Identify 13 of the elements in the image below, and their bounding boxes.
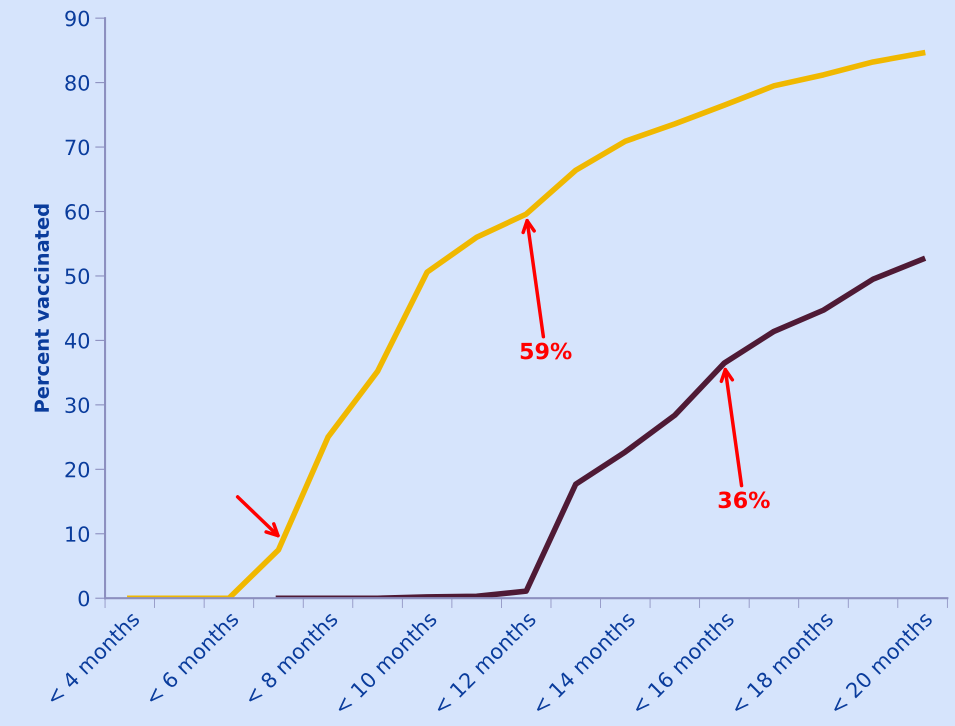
- y-tick-label: 0: [78, 590, 90, 606]
- y-tick-label: 10: [66, 526, 90, 542]
- y-tick-label: 90: [65, 10, 90, 26]
- y-tick-label: 80: [65, 75, 90, 91]
- annotation: 36%: [718, 492, 770, 508]
- y-tick-label: 40: [64, 332, 90, 349]
- y-tick-label: 30: [66, 397, 90, 414]
- y-tick-label: 60: [65, 204, 90, 220]
- y-axis-title: Percent vaccinated: [34, 204, 50, 412]
- y-tick-label: 70: [66, 140, 90, 156]
- annotation: 59%: [520, 342, 572, 360]
- y-tick-label: 20: [65, 462, 90, 478]
- y-tick-label: 50: [66, 268, 90, 284]
